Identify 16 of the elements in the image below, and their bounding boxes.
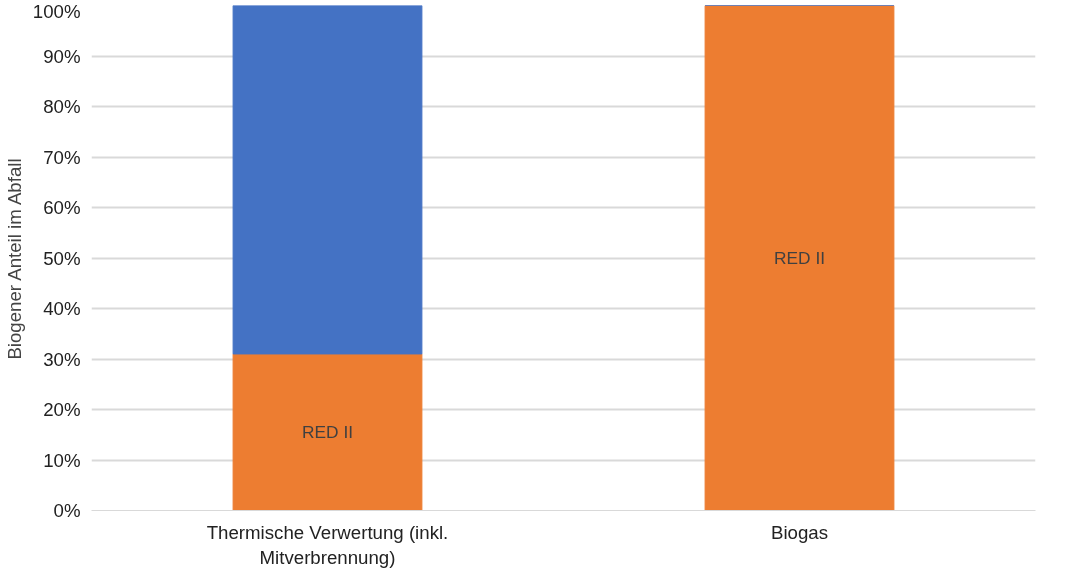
data-label: RED II: [301, 422, 354, 443]
y-tick-label: 90%: [43, 45, 81, 67]
x-tick-label: Biogas: [770, 521, 829, 543]
y-axis-title: Biogener Anteil im Abfall: [3, 158, 25, 360]
y-tick-label: 10%: [43, 449, 81, 471]
y-tick-label: 30%: [43, 348, 81, 370]
y-tick-label: 20%: [43, 399, 81, 420]
data-label: RED II: [773, 248, 826, 268]
y-tick-label: 100%: [32, 0, 81, 22]
y-tick-label: 50%: [43, 247, 81, 269]
y-tick-label: 40%: [43, 298, 81, 319]
x-tick-label: Thermische Verwertung (inkl. Mitverbrennung): [206, 521, 449, 568]
y-tick-label: 0%: [53, 500, 81, 521]
y-tick-label: 80%: [43, 96, 81, 117]
y-tick-label: 70%: [43, 146, 81, 168]
y-tick-label: 60%: [43, 197, 81, 218]
